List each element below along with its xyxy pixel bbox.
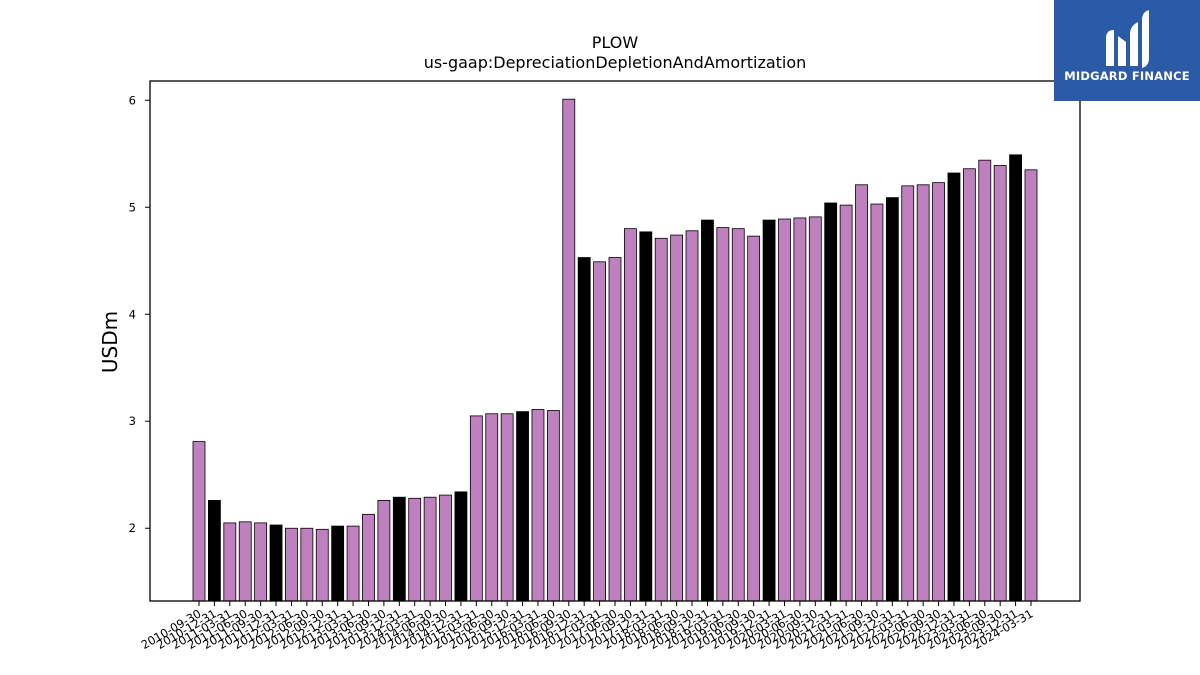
- bar-2014-06-30: [423, 496, 437, 602]
- bar-2023-03-31: [962, 168, 976, 602]
- bar-2019-12-31: [762, 219, 776, 602]
- bar-2018-12-31: [701, 219, 714, 602]
- bar-2021-12-31: [885, 197, 899, 602]
- bar-2021-09-30: [870, 203, 884, 602]
- bar-2012-12-31: [331, 525, 345, 602]
- bar-2010-09-30: [192, 441, 206, 602]
- bar-2017-06-30: [608, 257, 622, 602]
- bar-2015-03-31: [469, 415, 483, 602]
- bar-2016-03-31: [531, 409, 545, 602]
- midgard-logo-icon: [1106, 10, 1149, 68]
- bar-2022-06-30: [916, 184, 930, 602]
- bar-2017-03-31: [593, 261, 606, 602]
- bar-2011-03-31: [223, 522, 237, 602]
- bar-2011-12-31: [269, 524, 283, 602]
- bar-2018-06-30: [670, 234, 684, 602]
- y-tick-label: 5: [129, 200, 136, 214]
- bar-2020-09-30: [808, 216, 822, 602]
- bar-2023-06-30: [978, 159, 992, 602]
- bar-2013-03-31: [346, 525, 360, 602]
- bar-2019-06-30: [731, 228, 745, 602]
- bar-2013-06-30: [362, 513, 375, 602]
- bar-2014-12-31: [454, 491, 468, 602]
- chart-title: PLOW: [592, 33, 639, 52]
- bar-2023-12-31: [1009, 154, 1022, 602]
- bar-2019-09-30: [747, 235, 761, 602]
- y-tick-label: 6: [129, 93, 136, 107]
- x-axis: 2010-09-302010-12-312011-03-312011-06-30…: [139, 601, 1036, 652]
- bars-group: [192, 98, 1038, 602]
- bar-2020-06-30: [793, 217, 807, 602]
- bar-2020-12-31: [824, 202, 838, 602]
- chart-subtitle: us-gaap:DepreciationDepletionAndAmortiza…: [424, 53, 807, 72]
- bar-2021-03-31: [839, 204, 853, 602]
- y-axis-label: USDm: [98, 311, 122, 373]
- bar-2014-03-31: [408, 497, 422, 602]
- y-tick-label: 3: [129, 414, 136, 428]
- bar-2016-12-31: [577, 257, 591, 602]
- bar-2015-12-31: [516, 411, 529, 602]
- bar-2010-12-31: [208, 500, 221, 602]
- plot-frame: [149, 80, 1081, 602]
- bar-2018-09-30: [685, 230, 699, 602]
- bar-2017-09-30: [624, 228, 637, 602]
- bar-2022-03-31: [901, 185, 915, 602]
- bar-2018-03-31: [654, 237, 668, 602]
- brand-name: MIDGARD FINANCE: [1064, 69, 1190, 83]
- bar-2022-09-30: [932, 182, 945, 602]
- bar-2015-09-30: [500, 413, 514, 602]
- bar-2012-09-30: [315, 528, 329, 602]
- bar-2013-09-30: [377, 500, 391, 602]
- bar-2020-03-31: [778, 218, 791, 602]
- bar-2012-03-31: [285, 527, 298, 602]
- bar-2017-12-31: [639, 231, 653, 602]
- bar-2023-09-30: [993, 165, 1007, 602]
- bar-2013-12-31: [392, 496, 406, 602]
- bar-2016-06-30: [546, 410, 560, 602]
- y-tick-label: 2: [129, 521, 136, 535]
- y-tick-label: 4: [129, 307, 136, 321]
- bar-2022-12-31: [947, 172, 961, 602]
- y-axis: 2 3 4 5 6: [129, 93, 150, 535]
- brand-logo: MIDGARD FINANCE: [1054, 0, 1200, 101]
- bar-2021-06-30: [855, 184, 868, 602]
- bar-2016-09-30: [562, 98, 576, 602]
- bar-2014-09-30: [439, 494, 452, 602]
- bar-2011-09-30: [254, 522, 268, 602]
- bar-2011-06-30: [238, 521, 252, 602]
- bar-2024-03-31: [1024, 169, 1038, 602]
- bar-2015-06-30: [485, 413, 499, 602]
- bar-2019-03-31: [716, 227, 730, 602]
- bar-2012-06-30: [300, 527, 314, 602]
